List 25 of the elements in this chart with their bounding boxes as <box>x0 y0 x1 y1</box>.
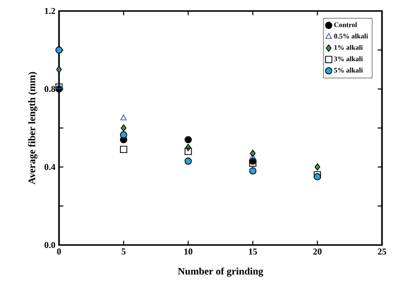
point <box>250 150 256 157</box>
point <box>185 144 192 152</box>
point <box>120 124 126 132</box>
point <box>184 136 192 144</box>
x-tick-label: 25 <box>378 248 386 255</box>
point <box>249 167 256 174</box>
x-tick-label: 20 <box>313 248 322 255</box>
x-axis-title: Number of grinding <box>178 267 264 277</box>
point <box>120 146 128 154</box>
point <box>120 131 128 138</box>
point <box>314 163 320 171</box>
y-axis-title: Average fiber length (mm) <box>28 72 38 184</box>
y-tick-label: 0.0 <box>44 242 56 248</box>
x-tick-label: 15 <box>249 248 257 255</box>
y-tick-label: 1.2 <box>44 8 56 14</box>
y-tick-label: 0.4 <box>44 164 56 170</box>
point <box>184 148 192 155</box>
point <box>184 158 192 165</box>
x-tick-label: 5 <box>122 248 126 255</box>
point <box>120 114 127 120</box>
x-tick-label: 10 <box>184 248 192 255</box>
point <box>55 46 63 54</box>
point <box>56 66 62 74</box>
x-tick-label: 0 <box>57 248 61 255</box>
y-tick-label: 0.8 <box>44 86 56 92</box>
